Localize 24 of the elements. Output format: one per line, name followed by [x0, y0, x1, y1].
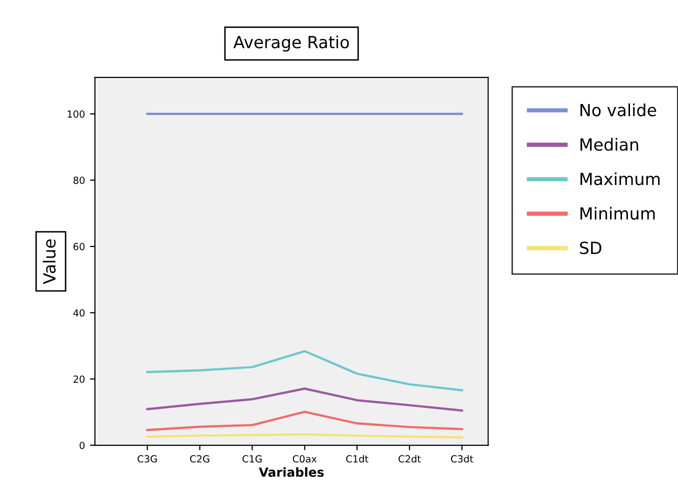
y-tick-label: 80 [73, 176, 85, 184]
legend-label: SD [580, 242, 602, 254]
line-series [146, 410, 464, 432]
x-tick-label: C1dt [346, 455, 368, 463]
y-tick-label: 60 [74, 242, 85, 250]
legend-label: No valide [580, 103, 656, 116]
line-series [146, 388, 464, 412]
x-tick-label: C1G [242, 455, 262, 463]
x-axis-title: Variables [258, 467, 324, 477]
line-series [146, 350, 464, 392]
x-tick-label: C2G [190, 455, 210, 463]
x-tick-label: C3dt [451, 455, 474, 463]
y-tick-label: 40 [73, 309, 85, 317]
y-axis-title: Value [42, 239, 56, 284]
y-tick-label: 0 [80, 442, 85, 450]
x-tick-label: C3G [138, 455, 157, 463]
x-tick-label: C2dt [398, 455, 421, 463]
x-tick-label: C0ax [292, 455, 317, 463]
y-tick-label: 20 [74, 375, 85, 383]
legend-label: Maximum [580, 172, 660, 186]
chart-title: Average Ratio [233, 35, 349, 52]
legend-label: Median [580, 138, 638, 151]
legend-label: Minimum [580, 206, 655, 220]
y-tick-label: 100 [68, 110, 85, 118]
